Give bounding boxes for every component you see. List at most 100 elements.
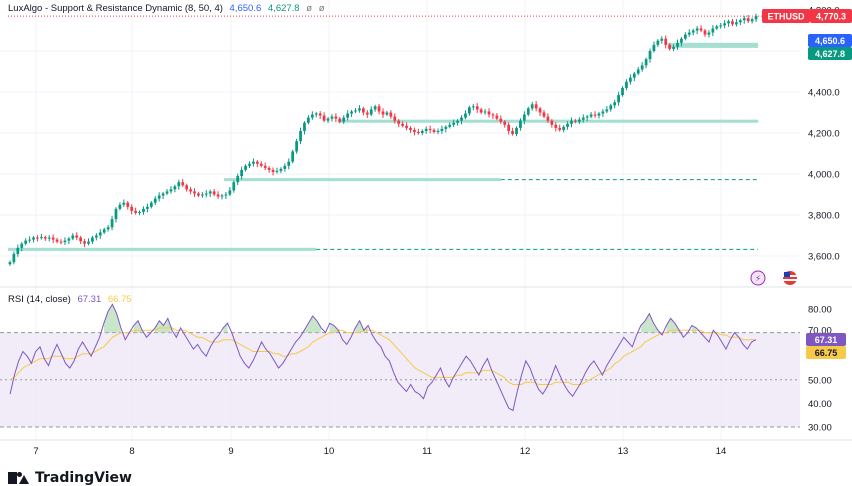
candle-body <box>409 127 412 130</box>
candle-body <box>228 190 232 195</box>
candlestick-series <box>8 13 758 266</box>
candle-body <box>609 105 613 110</box>
candle-body <box>440 128 444 131</box>
candle-body <box>389 112 393 117</box>
branding-text: TradingView <box>35 470 132 486</box>
sr-zone <box>667 42 758 48</box>
candle-body <box>47 237 51 239</box>
level-tag-1[interactable]: 4,650.6 <box>808 34 852 47</box>
candle-body <box>75 235 79 238</box>
candle-body <box>40 237 43 239</box>
candle-body <box>487 111 491 115</box>
candle-body <box>252 161 255 164</box>
price-tick-label: 3,800.0 <box>808 211 840 222</box>
candle-body <box>534 104 538 109</box>
candle-body <box>719 25 723 27</box>
candle-body <box>193 191 196 194</box>
candle-body <box>542 112 546 117</box>
candle-body <box>597 113 601 116</box>
candle-body <box>189 189 192 192</box>
svg-text:⚡: ⚡ <box>755 275 761 285</box>
rsi-value-tag[interactable]: 67.31 <box>806 333 846 346</box>
candle-body <box>735 22 738 25</box>
candle-body <box>644 59 648 66</box>
svg-text:67.31: 67.31 <box>815 335 838 345</box>
candle-body <box>322 115 326 121</box>
candle-body <box>20 243 24 248</box>
candle-body <box>358 108 361 111</box>
candle-body <box>110 219 114 228</box>
eye-off-icon[interactable]: ø <box>306 3 312 14</box>
candle-body <box>365 112 369 115</box>
candle-body <box>12 253 16 263</box>
candle-body <box>640 65 644 70</box>
flag-usa-icon[interactable] <box>783 271 797 285</box>
candle-body <box>55 239 59 242</box>
alert-icon[interactable]: ⚡ <box>750 270 766 286</box>
candle-body <box>134 210 137 213</box>
candle-body <box>629 77 632 82</box>
candle-body <box>142 208 145 212</box>
candle-body <box>687 32 691 35</box>
candle-body <box>271 169 275 172</box>
candle-body <box>636 69 640 74</box>
candle-body <box>432 129 436 132</box>
time-tick-label: 13 <box>618 446 629 457</box>
candle-body <box>656 40 660 45</box>
indicator-title: LuxAlgo - Support & Resistance Dynamic (… <box>8 3 325 14</box>
candle-body <box>87 241 90 244</box>
candle-body <box>295 141 298 152</box>
candle-body <box>71 235 75 239</box>
time-tick-label: 10 <box>324 446 335 457</box>
candle-body <box>660 38 664 41</box>
candle-body <box>83 241 86 244</box>
candle-body <box>51 237 55 240</box>
candle-body <box>342 117 346 122</box>
candle-body <box>475 106 479 110</box>
rsi-title: RSI (14, close) 67.31 66.75 <box>8 294 132 305</box>
candle-body <box>255 161 259 164</box>
candle-body <box>185 185 189 190</box>
candle-body <box>526 108 530 115</box>
level-tag-2[interactable]: 4,627.8 <box>808 47 852 60</box>
candle-body <box>672 46 675 49</box>
candle-body <box>240 169 244 177</box>
candle-body <box>283 165 287 169</box>
candle-body <box>495 115 499 119</box>
candle-body <box>695 28 699 31</box>
candle-body <box>664 38 668 45</box>
candle-body <box>299 130 302 142</box>
candle-body <box>416 131 420 133</box>
candle-body <box>381 111 385 115</box>
candle-body <box>546 116 550 121</box>
candle-body <box>346 113 350 118</box>
candle-body <box>731 21 734 25</box>
candle-body <box>680 38 683 43</box>
candle-body <box>244 165 247 170</box>
candle-body <box>601 111 605 114</box>
candle-body <box>91 237 94 242</box>
candle-body <box>562 126 566 130</box>
candle-body <box>652 44 656 51</box>
price-tick-label: 3,600.0 <box>808 252 840 263</box>
candle-body <box>98 232 102 236</box>
candle-body <box>212 191 216 195</box>
candle-body <box>397 120 401 124</box>
rsi-ma-tag[interactable]: 66.75 <box>806 346 846 359</box>
ticker-price-tag[interactable]: ETHUSD 4,770.3 <box>762 9 852 23</box>
time-axis[interactable]: 7 8 9 10 11 12 13 14 <box>0 439 852 457</box>
eye-off-icon[interactable]: ø <box>319 3 325 14</box>
rsi-axis[interactable]: 30.00 40.00 50.00 80.00 70.00 <box>808 305 832 434</box>
candle-body <box>36 237 39 239</box>
rsi-tick-label: 40.00 <box>808 399 832 410</box>
candle-body <box>204 193 208 195</box>
candle-body <box>8 262 12 265</box>
candle-body <box>161 193 165 196</box>
candle-body <box>63 240 67 243</box>
candle-body <box>448 124 452 127</box>
candle-body <box>727 21 730 24</box>
time-tick-label: 11 <box>422 446 432 457</box>
candle-body <box>130 206 134 211</box>
candle-body <box>263 165 267 168</box>
candle-body <box>723 23 726 26</box>
